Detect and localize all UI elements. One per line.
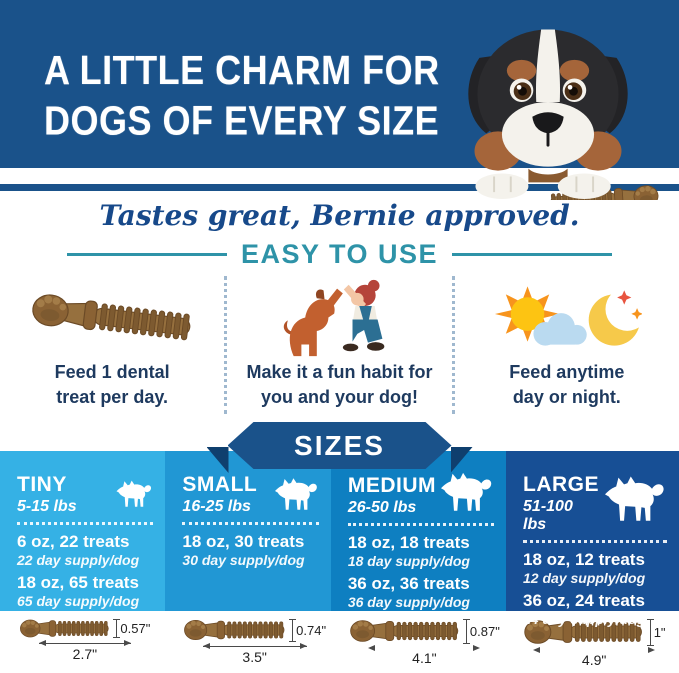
size-option: 18 oz, 12 treats 12 day supply/dog	[523, 550, 646, 586]
size-option: 18 oz, 65 treats 65 day supply/dog	[17, 573, 140, 609]
height-bracket	[646, 618, 654, 646]
banner-title-line2: DOGS OF EVERY SIZE	[44, 97, 440, 144]
treat-measurement-large: 1" 4.9"	[509, 611, 679, 668]
dotted-rule	[17, 522, 154, 525]
size-columns: TINY 5-15 lbs 6 oz, 22 treats 22 day sup…	[0, 451, 679, 627]
feature-text: Feed anytime day or night.	[509, 362, 625, 408]
height-label: 0.87"	[469, 623, 500, 639]
length-arrow	[38, 640, 131, 646]
size-column-tiny: TINY 5-15 lbs 6 oz, 22 treats 22 day sup…	[0, 451, 166, 611]
dental-treat-icon	[183, 618, 287, 642]
size-name: LARGE	[523, 473, 600, 496]
length-label: 4.1"	[412, 650, 437, 666]
height-bracket	[289, 618, 297, 642]
dotted-rule	[182, 522, 319, 525]
height-label: 0.57"	[120, 621, 151, 636]
dog-silhouette-icon	[436, 469, 494, 517]
sizes-ribbon: SIZES	[228, 422, 452, 469]
size-option: 6 oz, 22 treats 22 day supply/dog	[17, 532, 140, 568]
size-name: TINY	[17, 473, 67, 496]
dental-treat-icon	[349, 618, 461, 644]
size-option: 18 oz, 18 treats 18 day supply/dog	[347, 533, 470, 569]
dotted-rule	[347, 523, 495, 526]
size-weight-range: 5-15 lbs	[17, 498, 77, 515]
size-option: 36 oz, 36 treats 36 day supply/dog	[347, 574, 470, 610]
dental-treat-icon	[19, 618, 111, 639]
heading-rule-right	[452, 253, 613, 256]
banner-title: A LITTLE CHARM FOR DOGS OF EVERY SIZE	[44, 46, 440, 146]
size-weight-range: 26-50 lbs	[347, 498, 417, 516]
length-arrow	[202, 643, 307, 649]
dog-silhouette-icon	[113, 478, 153, 511]
height-indicator: 0.87"	[462, 618, 500, 644]
dog-silhouette-icon	[599, 472, 667, 528]
length-label: 3.5"	[242, 649, 267, 665]
divider-stripe	[0, 184, 679, 191]
length-label: 2.7"	[72, 646, 98, 662]
height-indicator: 1"	[646, 618, 666, 646]
feature-text: Make it a fun habit for you and your dog…	[246, 362, 433, 408]
feature-feed-daily: Feed 1 dental treat per day.	[0, 276, 224, 414]
height-bracket	[462, 618, 470, 644]
size-weight-range: 16-25 lbs	[182, 498, 251, 515]
size-column-medium: MEDIUM 26-50 lbs 18 oz, 18 treats 18 day…	[330, 451, 507, 611]
feature-feed-anytime: Feed anytime day or night.	[451, 276, 679, 414]
size-name: SMALL	[182, 473, 258, 496]
bernese-dog-illustration	[468, 29, 660, 200]
size-column-small: SMALL 16-25 lbs 18 oz, 30 treats 30 day …	[165, 451, 331, 611]
dog-silhouette-icon	[271, 475, 319, 515]
size-weight-range: 51-100 lbs	[523, 498, 573, 533]
dotted-rule	[523, 540, 668, 543]
size-column-large: LARGE 51-100 lbs 18 oz, 12 treats 12 day…	[506, 451, 679, 627]
feature-list: Feed 1 dental treat per day.	[0, 276, 679, 414]
dental-treat-icon	[30, 276, 195, 360]
height-label: 1"	[653, 624, 666, 640]
feature-fun-habit: Make it a fun habit for you and your dog…	[224, 276, 451, 414]
height-bracket	[113, 619, 121, 638]
treat-size-diagrams: 0.57" 2.7" 0.74" 3.5" 0.87"	[0, 611, 679, 668]
length-label: 4.9"	[581, 652, 607, 668]
feature-text: Feed 1 dental treat per day.	[54, 362, 170, 408]
tagline-text: Tastes great, Bernie approved.	[99, 199, 580, 232]
height-indicator: 0.74"	[289, 618, 327, 642]
height-indicator: 0.57"	[113, 619, 151, 638]
height-label: 0.74"	[296, 622, 327, 638]
dog-highfive-icon	[275, 276, 403, 360]
treat-measurement-small: 0.74" 3.5"	[170, 611, 340, 665]
header-banner: A LITTLE CHARM FOR DOGS OF EVERY SIZE	[0, 0, 679, 200]
easy-to-use-heading: EASY TO USE	[0, 239, 679, 270]
day-night-icon	[492, 276, 642, 360]
sizes-title: SIZES	[294, 429, 385, 461]
treat-measurement-tiny: 0.57" 2.7"	[0, 611, 170, 665]
size-name: MEDIUM	[347, 473, 437, 497]
treat-measurement-medium: 0.87" 4.1"	[340, 611, 510, 666]
size-option: 18 oz, 30 treats 30 day supply/dog	[182, 532, 305, 568]
easy-to-use-title: EASY TO USE	[240, 239, 439, 269]
banner-title-line1: A LITTLE CHARM FOR	[44, 47, 440, 94]
sizes-section: SIZES TINY 5-15 lbs 6 oz, 22 treats 22 d…	[0, 451, 679, 627]
heading-rule-left	[66, 253, 227, 256]
size-option: 36 oz, 24 treats 24 day supply/dog	[523, 591, 646, 627]
